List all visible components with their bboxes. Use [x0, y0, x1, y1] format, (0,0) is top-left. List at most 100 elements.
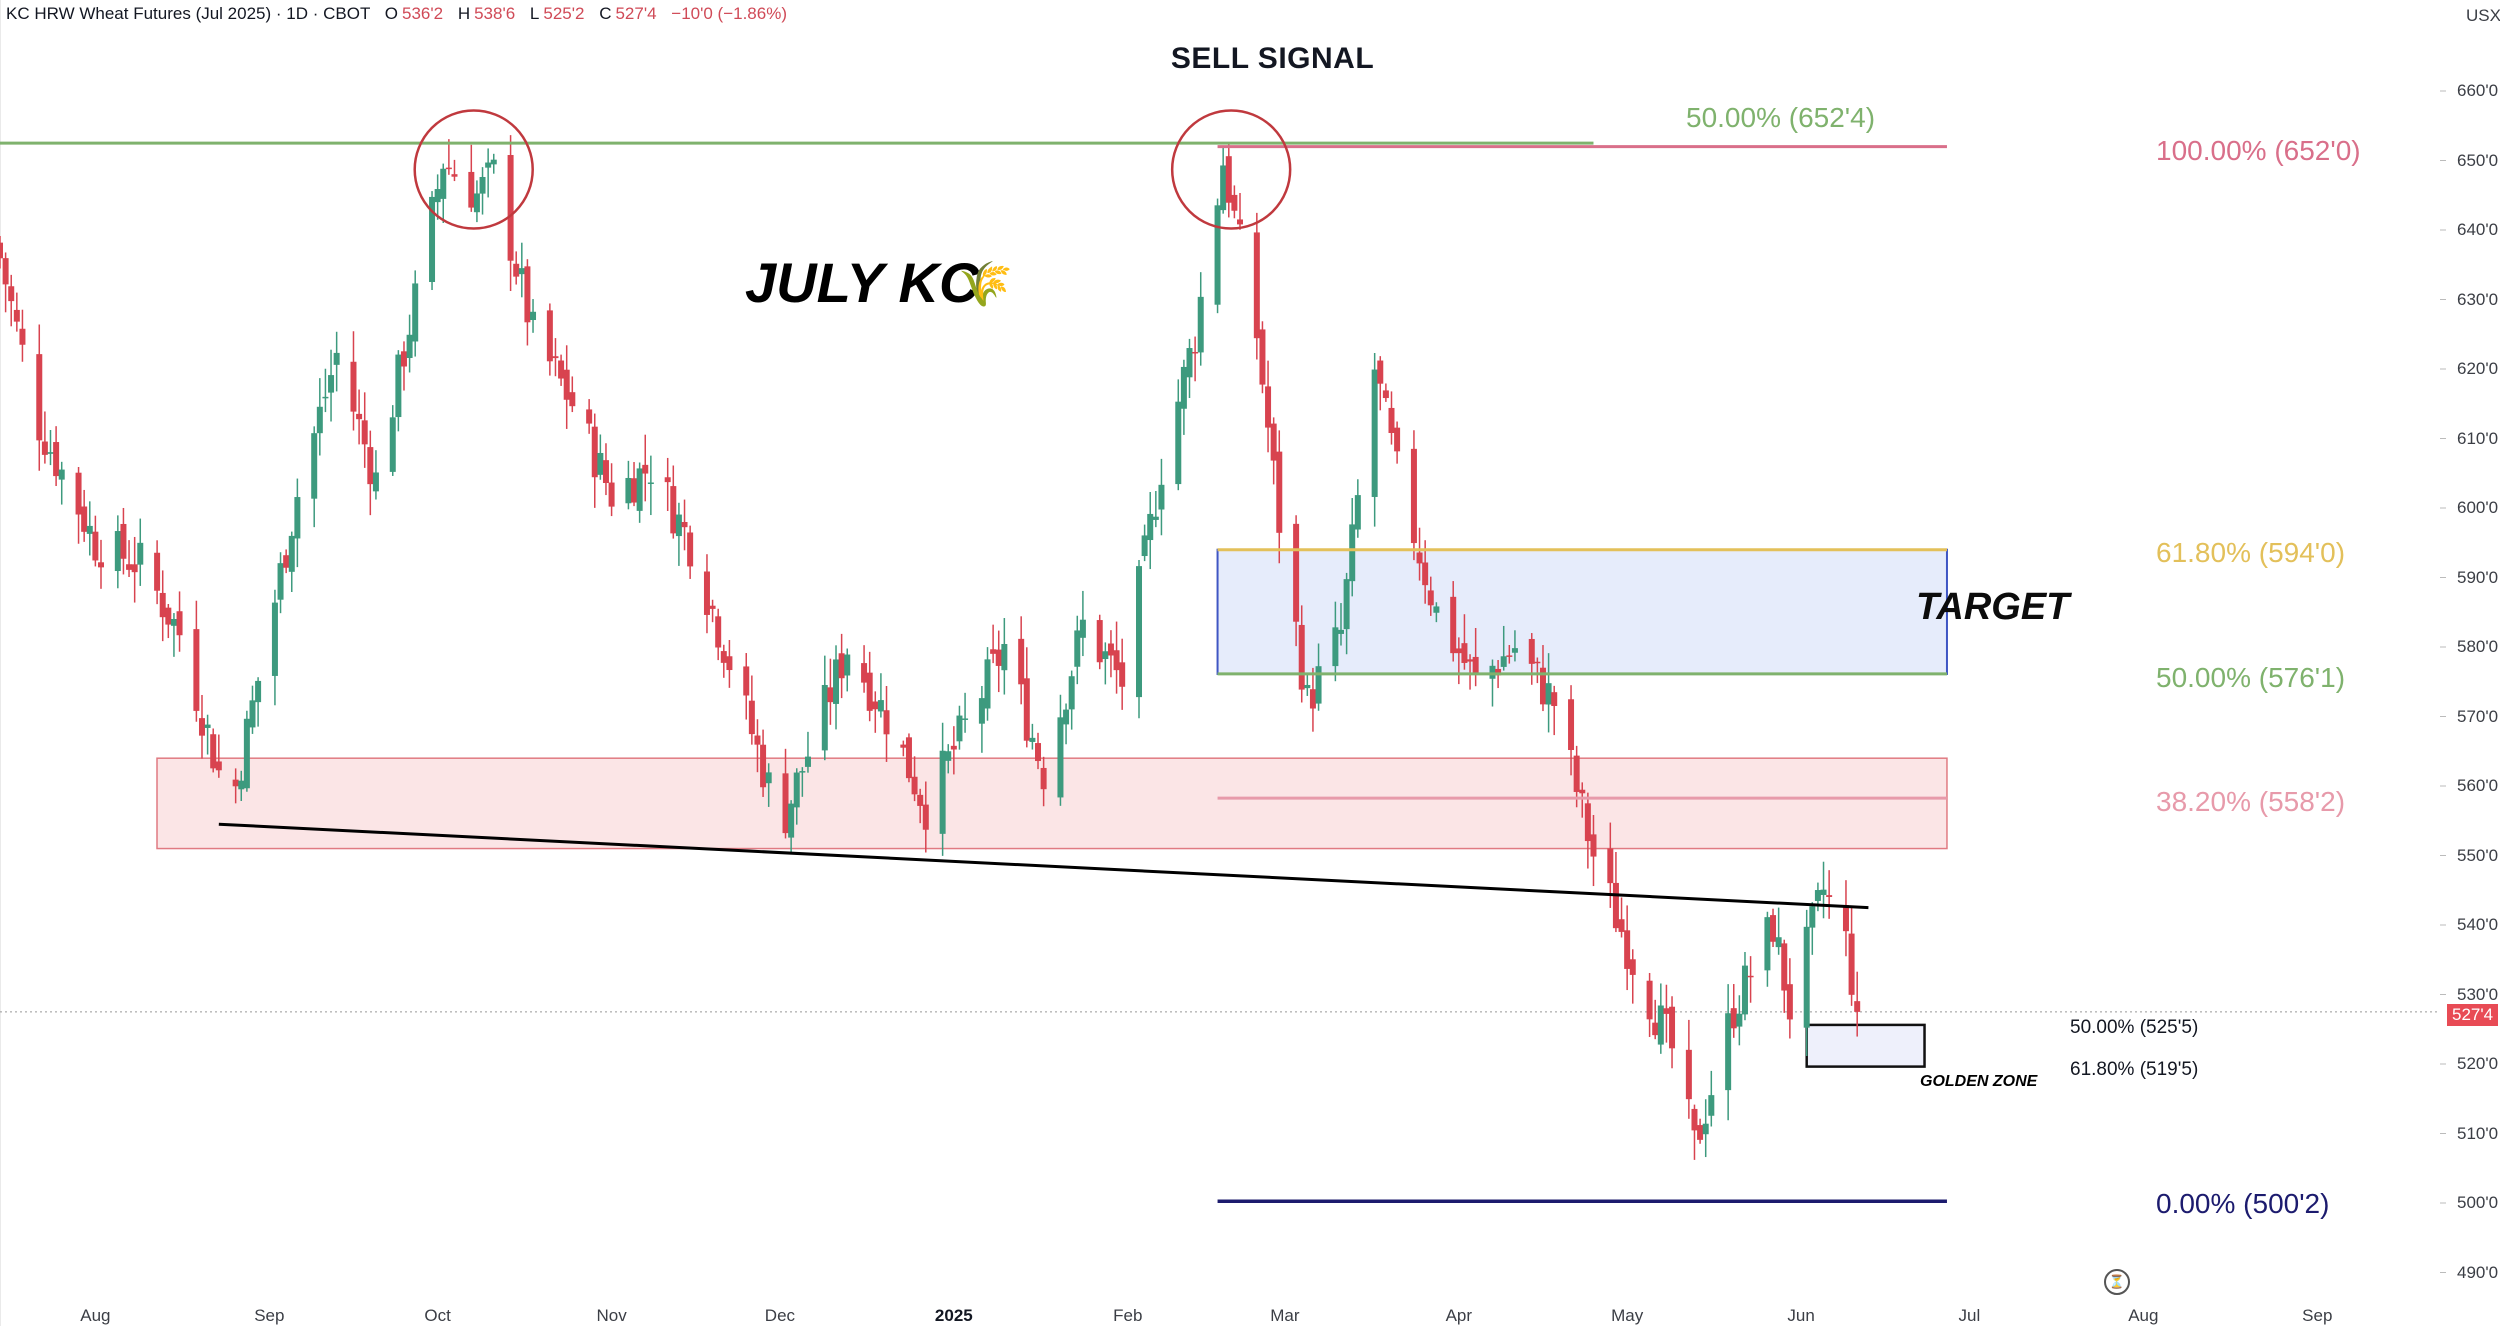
- candle-body: [92, 531, 99, 561]
- candle-body: [922, 804, 929, 830]
- candle-body: [1775, 937, 1782, 948]
- candle-body: [170, 618, 177, 626]
- candle-body: [524, 266, 531, 323]
- candle-body: [215, 761, 222, 771]
- candle-body: [328, 375, 335, 393]
- candle-body: [765, 772, 772, 784]
- candle-body: [1489, 665, 1496, 679]
- candle-body: [322, 396, 329, 399]
- candle-body: [2, 258, 9, 285]
- y-tick-label: 580'0: [2457, 637, 2499, 656]
- y-tick-label: 590'0: [2457, 567, 2499, 587]
- currency-unit[interactable]: USX: [2466, 6, 2500, 25]
- candle-body: [675, 514, 682, 537]
- candle-body: [1612, 882, 1619, 929]
- candle-body: [1842, 905, 1849, 932]
- candle-body: [782, 773, 789, 834]
- candle-body: [468, 171, 475, 208]
- candle-body: [311, 433, 318, 499]
- candle-body: [631, 478, 638, 503]
- candle-body: [126, 564, 133, 570]
- candle-body: [1809, 906, 1816, 928]
- candle-body: [372, 472, 379, 492]
- candle-body: [715, 616, 722, 648]
- candle-body: [490, 159, 497, 165]
- candle-body: [990, 649, 997, 654]
- candle-body: [294, 497, 301, 539]
- candle-body: [47, 452, 54, 454]
- candle-body: [400, 351, 407, 367]
- candle-body: [1685, 1049, 1692, 1100]
- candle-body: [1814, 890, 1821, 901]
- candle-body: [978, 698, 985, 724]
- candle-body: [1725, 1013, 1732, 1091]
- x-tick-label: Jun: [1787, 1306, 1815, 1325]
- candle-body: [1018, 638, 1025, 685]
- candle-body: [1107, 643, 1114, 656]
- candle-body: [1528, 638, 1535, 664]
- candle-body: [743, 666, 750, 696]
- x-tick-label: Jul: [1958, 1306, 1981, 1325]
- symbol-name[interactable]: KC HRW Wheat Futures (Jul 2025) · 1D · C…: [6, 4, 371, 23]
- candle-body: [642, 464, 649, 474]
- candle-body: [1416, 552, 1423, 564]
- candle-body: [193, 629, 200, 711]
- candle-body: [120, 523, 127, 559]
- candle-body: [1539, 667, 1546, 705]
- candle-body: [984, 659, 991, 709]
- candle-body: [1147, 513, 1154, 541]
- candle-body: [1343, 579, 1350, 630]
- fib-label-green-top: 50.00% (652'4): [1686, 102, 1876, 133]
- candle-body: [513, 263, 520, 277]
- candle-body: [434, 189, 441, 203]
- candle-body: [748, 700, 755, 735]
- replay-icon[interactable]: ⏳: [2104, 1269, 2130, 1295]
- y-tick-label: 520'0: [2457, 1054, 2499, 1073]
- fib-label-pink-top: 100.00% (652'0): [2156, 135, 2361, 166]
- candle-body: [271, 602, 278, 676]
- candle-body: [586, 409, 593, 424]
- y-tick-label: 490'0: [2457, 1262, 2499, 1282]
- candle-body: [804, 756, 811, 767]
- candle-body: [1573, 755, 1580, 792]
- candle-body: [625, 477, 632, 504]
- candle-body: [1545, 683, 1552, 705]
- candle-body: [821, 684, 828, 751]
- candle-body: [176, 611, 183, 636]
- candle-body: [1102, 651, 1109, 660]
- candle-body: [995, 649, 1002, 666]
- candle-body: [833, 659, 840, 704]
- y-tick-label: 600'0: [2457, 498, 2499, 517]
- candle-body: [1495, 668, 1502, 676]
- x-tick-label: Feb: [1113, 1306, 1143, 1325]
- x-tick-label: Mar: [1270, 1306, 1300, 1325]
- candle-body: [165, 607, 172, 625]
- fib-label-gz-top: 50.00% (525'5): [2070, 1017, 2199, 1038]
- candle-body: [406, 334, 413, 359]
- candle-body: [670, 486, 677, 534]
- chart-title: SELL SIGNAL: [1170, 42, 1375, 75]
- candle-body: [283, 555, 290, 568]
- candle-body: [872, 701, 879, 710]
- candle-body: [473, 193, 480, 213]
- candle-body: [866, 672, 873, 711]
- candle-body: [760, 744, 767, 788]
- candle-body: [1422, 562, 1429, 586]
- candle-body: [204, 724, 211, 728]
- candle-body: [1646, 980, 1653, 1020]
- peak-circle-1: [413, 109, 534, 230]
- candle-body: [905, 737, 912, 779]
- candle-body: [1186, 348, 1193, 378]
- candle-body: [232, 779, 239, 787]
- candle-body: [1214, 205, 1221, 305]
- candle-body: [86, 525, 93, 534]
- x-tick-label: May: [1611, 1306, 1644, 1325]
- candle-body: [277, 563, 284, 600]
- candle-body: [316, 406, 323, 434]
- candle-body: [1730, 1008, 1737, 1029]
- candle-body: [41, 441, 48, 455]
- x-tick-label: Nov: [596, 1306, 627, 1325]
- zone-target: [1216, 548, 1948, 675]
- candle-body: [799, 771, 806, 773]
